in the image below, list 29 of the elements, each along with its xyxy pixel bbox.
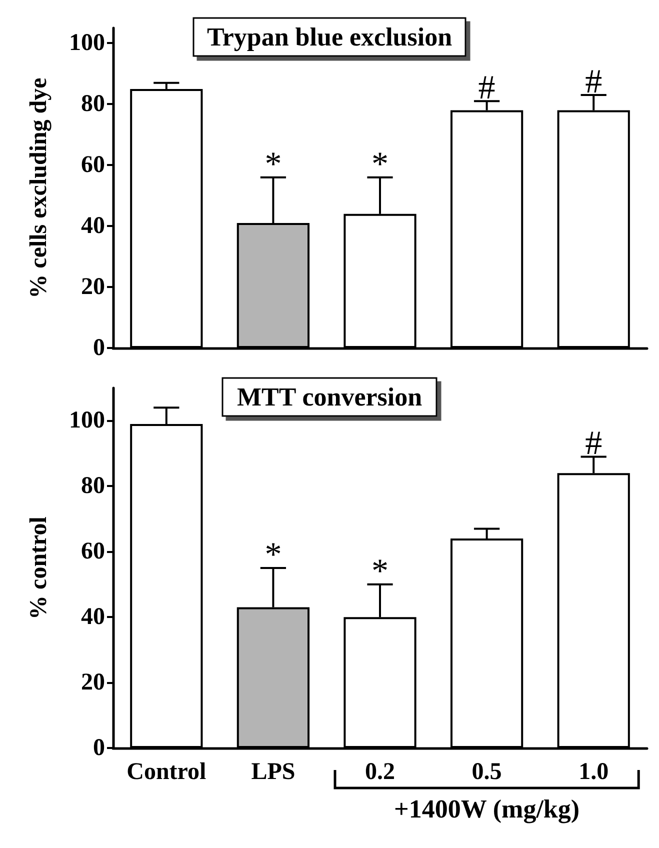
data-label: * <box>372 146 388 183</box>
y-axis-title: % cells excluding dye <box>26 77 52 298</box>
y-tick-label: 40 <box>81 213 105 240</box>
x-tick-label: 1.0 <box>578 759 609 785</box>
data-label: * <box>372 552 388 590</box>
data-label: # <box>585 425 602 462</box>
x-tick-label: LPS <box>251 759 296 785</box>
data-label: # <box>585 64 602 101</box>
x-tick-label: Control <box>126 759 207 785</box>
data-label: * <box>264 536 282 574</box>
y-tick-label: 40 <box>81 604 105 630</box>
chart-title: MTT conversion <box>236 382 423 412</box>
y-tick-label: 60 <box>81 538 105 565</box>
y-tick-label: 100 <box>69 408 105 434</box>
y-tick-label: 20 <box>81 670 105 696</box>
y-axis-title: % control <box>26 516 52 620</box>
x-tick-label: 0.2 <box>365 759 395 785</box>
y-tick-label: 80 <box>81 473 105 500</box>
y-tick-label: 80 <box>81 91 105 118</box>
y-tick-label: 60 <box>81 152 105 178</box>
data-label: * <box>264 146 282 183</box>
data-label: # <box>478 70 496 107</box>
chart-title: Trypan blue exclusion <box>206 22 453 52</box>
y-tick-label: 0 <box>93 335 105 361</box>
text: +1400W (mg/kg) <box>394 794 580 824</box>
y-tick-label: 20 <box>81 274 105 300</box>
y-tick-label: 100 <box>69 30 105 56</box>
y-tick-label: 0 <box>93 735 105 761</box>
x-tick-label: 0.5 <box>472 759 502 785</box>
